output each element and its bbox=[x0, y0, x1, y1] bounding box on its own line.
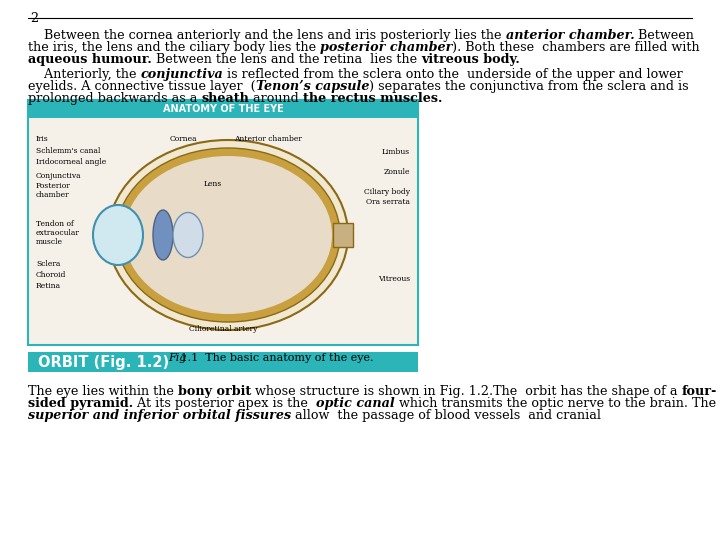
Text: muscle: muscle bbox=[36, 238, 63, 246]
Text: ). Both these  chambers are filled with: ). Both these chambers are filled with bbox=[452, 41, 700, 54]
Text: allow  the passage of blood vessels  and cranial: allow the passage of blood vessels and c… bbox=[291, 409, 601, 422]
Text: Between: Between bbox=[634, 29, 694, 42]
Text: Choroid: Choroid bbox=[36, 271, 66, 279]
Text: Between the cornea anteriorly and the lens and iris posteriorly lies the: Between the cornea anteriorly and the le… bbox=[28, 29, 505, 42]
Text: Anteriorly, the: Anteriorly, the bbox=[28, 68, 140, 81]
FancyBboxPatch shape bbox=[28, 100, 418, 345]
Ellipse shape bbox=[173, 213, 203, 258]
Text: sided pyramid.: sided pyramid. bbox=[28, 397, 133, 410]
Text: bony orbit: bony orbit bbox=[178, 385, 251, 398]
Text: Sclera: Sclera bbox=[36, 260, 60, 268]
Text: whose structure is shown in Fig. 1.2.The  orbit has the shape of a: whose structure is shown in Fig. 1.2.The… bbox=[251, 385, 682, 398]
Text: chamber: chamber bbox=[36, 191, 70, 199]
Text: the iris, the lens and the ciliary body lies the: the iris, the lens and the ciliary body … bbox=[28, 41, 320, 54]
Text: 2: 2 bbox=[30, 12, 38, 25]
Text: which transmits the optic nerve to the brain. The: which transmits the optic nerve to the b… bbox=[395, 397, 716, 410]
Bar bbox=[333, 223, 353, 247]
Text: is reflected from the sclera onto the  underside of the upper and lower: is reflected from the sclera onto the un… bbox=[223, 68, 683, 81]
Text: Cilioretinal artery: Cilioretinal artery bbox=[189, 325, 257, 333]
Text: around: around bbox=[249, 92, 303, 105]
Text: superior and inferior orbital fissures: superior and inferior orbital fissures bbox=[28, 409, 291, 422]
Text: Schlemm's canal: Schlemm's canal bbox=[36, 147, 100, 155]
Ellipse shape bbox=[93, 205, 143, 265]
Text: Tendon of: Tendon of bbox=[36, 220, 73, 228]
Text: Limbus: Limbus bbox=[382, 148, 410, 156]
Text: extraocular: extraocular bbox=[36, 229, 80, 237]
Text: Iris: Iris bbox=[36, 135, 49, 143]
Text: Anterior chamber: Anterior chamber bbox=[234, 135, 302, 143]
Text: ORBIT (Fig. 1.2): ORBIT (Fig. 1.2) bbox=[38, 354, 169, 369]
Ellipse shape bbox=[116, 148, 340, 322]
Text: anterior chamber.: anterior chamber. bbox=[505, 29, 634, 42]
Ellipse shape bbox=[124, 156, 332, 314]
Text: The eye lies within the: The eye lies within the bbox=[28, 385, 178, 398]
Text: Cornea: Cornea bbox=[169, 135, 197, 143]
Text: prolonged backwards as a: prolonged backwards as a bbox=[28, 92, 202, 105]
Text: eyelids. A connective tissue layer  (: eyelids. A connective tissue layer ( bbox=[28, 80, 256, 93]
Ellipse shape bbox=[153, 210, 173, 260]
Text: posterior chamber: posterior chamber bbox=[320, 41, 452, 54]
Text: Iridocorneal angle: Iridocorneal angle bbox=[36, 158, 107, 166]
Text: the rectus muscles.: the rectus muscles. bbox=[303, 92, 442, 105]
Text: Tenon’s capsule: Tenon’s capsule bbox=[256, 80, 369, 93]
Text: Ciliary body: Ciliary body bbox=[364, 188, 410, 196]
Text: Lens: Lens bbox=[204, 180, 222, 188]
Text: Vitreous: Vitreous bbox=[378, 275, 410, 283]
Text: aqueous humour.: aqueous humour. bbox=[28, 53, 152, 66]
Text: Conjunctiva: Conjunctiva bbox=[36, 172, 81, 180]
Text: Fig: Fig bbox=[168, 353, 186, 363]
Text: Ora serrata: Ora serrata bbox=[366, 198, 410, 206]
Text: Posterior: Posterior bbox=[36, 182, 71, 190]
Text: Retina: Retina bbox=[36, 282, 61, 290]
Text: vitreous body.: vitreous body. bbox=[421, 53, 520, 66]
Text: ) separates the conjunctiva from the sclera and is: ) separates the conjunctiva from the scl… bbox=[369, 80, 689, 93]
Ellipse shape bbox=[108, 140, 348, 330]
Text: optic canal: optic canal bbox=[316, 397, 395, 410]
Text: 1.1  The basic anatomy of the eye.: 1.1 The basic anatomy of the eye. bbox=[177, 353, 374, 363]
Text: ANATOMY OF THE EYE: ANATOMY OF THE EYE bbox=[163, 104, 284, 114]
Text: sheath: sheath bbox=[202, 92, 249, 105]
FancyBboxPatch shape bbox=[28, 352, 418, 372]
Text: Between the lens and the retina  lies the: Between the lens and the retina lies the bbox=[152, 53, 421, 66]
FancyBboxPatch shape bbox=[28, 100, 418, 118]
Text: Zonule: Zonule bbox=[384, 168, 410, 176]
Text: four-: four- bbox=[682, 385, 717, 398]
Text: conjunctiva: conjunctiva bbox=[140, 68, 223, 81]
Text: At its posterior apex is the: At its posterior apex is the bbox=[133, 397, 316, 410]
